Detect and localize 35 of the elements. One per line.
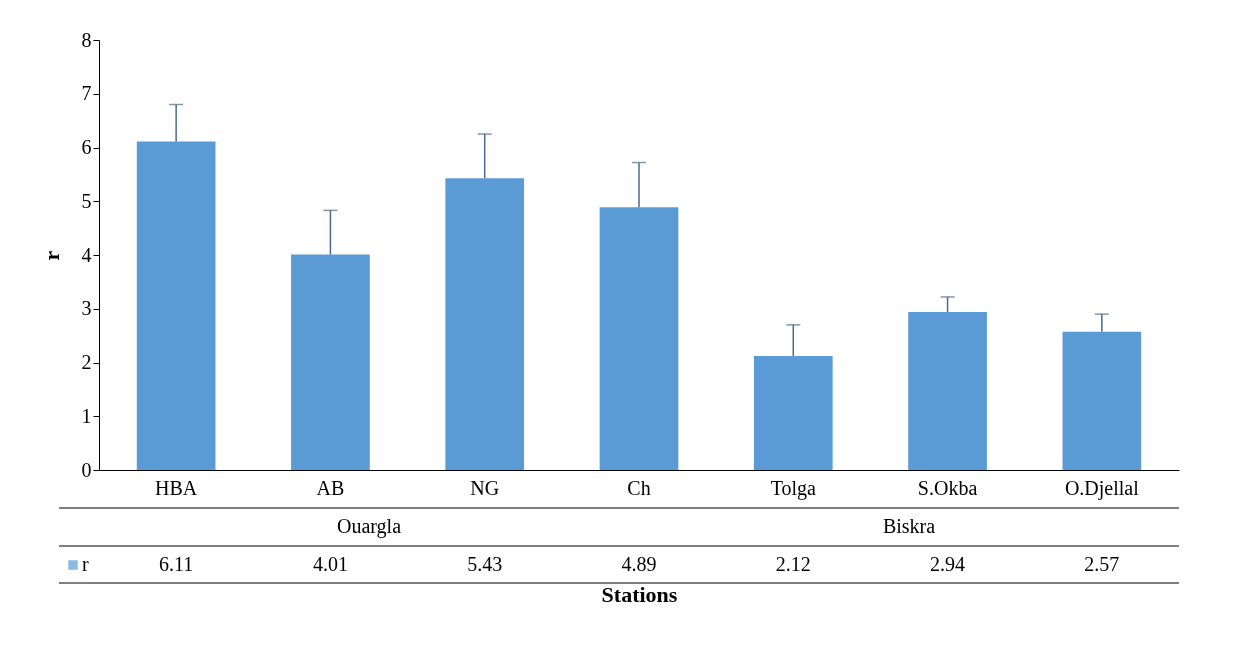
bar [445,178,525,470]
x-tick-label: O.Djellal [1064,476,1140,500]
y-tick-label: 0 [81,458,92,481]
x-tick-label: Tolga [770,476,817,500]
y-tick-label: 6 [81,136,92,158]
legend-label: r [82,553,89,575]
bar [753,356,833,470]
data-label: 5.43 [467,553,503,575]
x-axis-title: Stations [601,581,678,607]
x-tick-label: NG [470,476,500,499]
y-tick-label: 7 [81,82,92,105]
data-label: 2.94 [930,553,966,575]
bar [599,207,679,470]
y-tick-label: 5 [81,189,92,212]
bar [136,141,216,470]
data-label: 2.57 [1084,553,1120,575]
y-axis-title: r [38,250,64,261]
data-label: 6.11 [159,553,194,575]
data-label: 4.01 [312,553,348,575]
bar [908,311,987,470]
text: Ouargla [336,515,402,538]
bar [291,254,370,470]
x-tick-label: HBA [155,476,198,499]
y-tick-label: 2 [81,351,92,373]
x-tick-label: Ch [627,476,651,499]
bar [1062,331,1142,470]
y-tick-label: 4 [81,243,92,266]
data-label: 4.89 [621,553,657,575]
y-tick-label: 3 [81,297,92,320]
x-tick-label: AB [316,476,345,499]
x-tick-label: S.Okba [917,476,978,499]
y-tick-label: 1 [81,404,92,427]
y-tick-label: 8 [81,28,92,51]
text: Biskra [882,515,936,537]
data-label: 2.12 [775,553,811,575]
